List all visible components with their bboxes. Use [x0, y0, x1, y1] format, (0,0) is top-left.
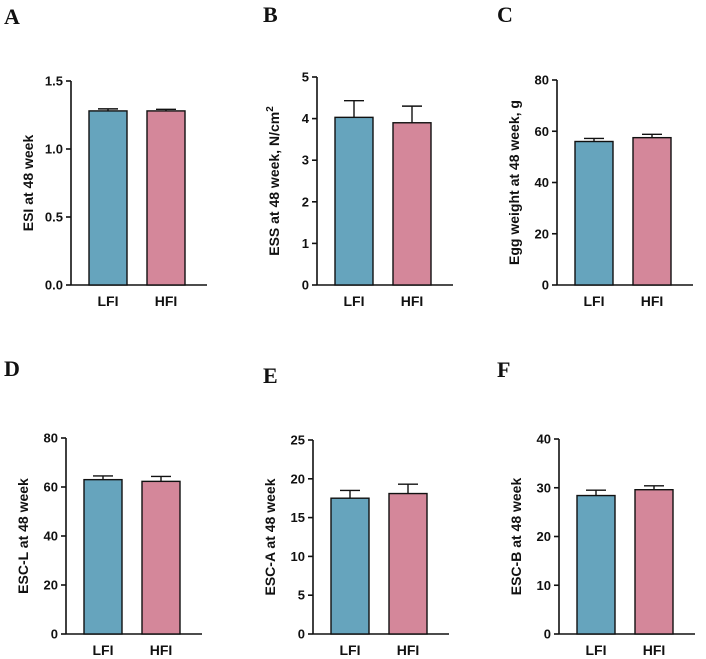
bar-hfi — [388, 492, 428, 635]
y-axis-title: ESC-L at 48 week — [15, 478, 31, 594]
y-tick-label: 40 — [537, 432, 551, 447]
panel-letter: A — [4, 4, 20, 29]
y-tick-label: 0 — [298, 627, 305, 642]
x-category-label: HFI — [397, 642, 420, 658]
x-category-label: LFI — [93, 642, 114, 658]
x-category-label: HFI — [150, 642, 173, 658]
bar-hfi — [146, 110, 186, 286]
y-axis-title: ESC-A at 48 week — [262, 478, 278, 595]
bar-hfi — [634, 489, 674, 635]
y-tick-label: 0 — [544, 627, 551, 642]
y-axis-title: ESI at 48 week — [20, 135, 36, 232]
y-tick-label: 3 — [302, 153, 309, 168]
y-axis-title-text: ESC-L at 48 week — [15, 478, 31, 594]
y-axis-title-text: Egg weight at 48 week, g — [506, 100, 522, 265]
panel-letter: B — [263, 2, 278, 27]
chart-panel-c: C 0 20 40 60 80 LFI HFI Egg weight at 48 week, g — [497, 2, 693, 309]
y-tick-label: 30 — [537, 480, 551, 495]
x-category-label: LFI — [98, 293, 119, 309]
bar-lfi — [83, 478, 123, 635]
y-tick-label: 80 — [535, 73, 549, 88]
y-axis-title: ESC-B at 48 week — [508, 478, 524, 596]
y-tick-label: 60 — [535, 124, 549, 139]
x-category-label: HFI — [641, 293, 664, 309]
x-category-label: LFI — [584, 293, 605, 309]
y-tick-label: 25 — [291, 433, 305, 448]
y-tick-label: 0.5 — [45, 210, 63, 225]
bar-hfi — [392, 122, 432, 286]
y-tick-label: 80 — [44, 431, 58, 446]
chart-panel-f: F 0 10 20 30 40 LFI HFI ESC-B at 48 week — [497, 357, 695, 658]
bar-lfi — [330, 497, 370, 635]
y-tick-label: 60 — [44, 480, 58, 495]
chart-panel-a: A 0.0 0.5 1.0 1.5 LFI HFI ESI at 48 week — [4, 4, 207, 309]
bar-lfi — [574, 140, 614, 286]
y-tick-label: 40 — [535, 175, 549, 190]
x-category-label: HFI — [643, 642, 666, 658]
x-category-label: LFI — [586, 642, 607, 658]
y-tick-label: 0 — [51, 627, 58, 642]
y-tick-label: 10 — [537, 578, 551, 593]
y-axis-title: Egg weight at 48 week, g — [506, 100, 522, 265]
y-tick-label: 15 — [291, 510, 305, 525]
y-tick-label: 1.0 — [45, 142, 63, 157]
bar-lfi — [576, 494, 616, 635]
y-tick-label: 4 — [302, 111, 310, 126]
bar-hfi — [141, 480, 181, 635]
y-tick-label: 20 — [535, 226, 549, 241]
y-tick-label: 20 — [537, 529, 551, 544]
y-tick-label: 40 — [44, 529, 58, 544]
y-axis-title-text: ESI at 48 week — [20, 135, 36, 232]
y-tick-label: 5 — [302, 70, 309, 85]
y-tick-label: 0 — [302, 278, 309, 293]
panel-letter: C — [497, 2, 513, 27]
chart-panel-d: D 0 20 40 60 80 LFI HFI ESC-L at 48 week — [4, 356, 202, 658]
chart-panel-e: E 0 5 10 15 20 25 LFI HFI ESC-A at 48 week — [262, 363, 449, 658]
y-axis-title-text: ESC-B at 48 week — [508, 478, 524, 596]
y-axis-title-text: ESC-A at 48 week — [262, 478, 278, 595]
bar-lfi — [88, 110, 128, 286]
y-axis-title-superscript: 2 — [265, 106, 276, 112]
panel-letter: E — [263, 363, 278, 388]
y-tick-label: 1 — [302, 236, 309, 251]
x-category-label: LFI — [344, 293, 365, 309]
x-category-label: HFI — [401, 293, 424, 309]
y-axis-title: ESS at 48 week, N/cm2 — [265, 106, 282, 256]
y-tick-label: 10 — [291, 549, 305, 564]
panel-letter: F — [497, 357, 510, 382]
x-category-label: HFI — [155, 293, 178, 309]
y-tick-label: 0.0 — [45, 278, 63, 293]
y-tick-label: 20 — [44, 578, 58, 593]
x-category-label: LFI — [340, 642, 361, 658]
panel-letter: D — [4, 356, 20, 381]
y-axis-title-text: ESS at 48 week, N/cm — [266, 112, 282, 256]
y-tick-label: 1.5 — [45, 74, 63, 89]
y-tick-label: 5 — [298, 588, 305, 603]
y-tick-label: 2 — [302, 194, 309, 209]
bar-hfi — [632, 136, 672, 286]
y-tick-label: 0 — [542, 278, 549, 293]
y-tick-label: 20 — [291, 471, 305, 486]
bar-lfi — [334, 116, 374, 286]
